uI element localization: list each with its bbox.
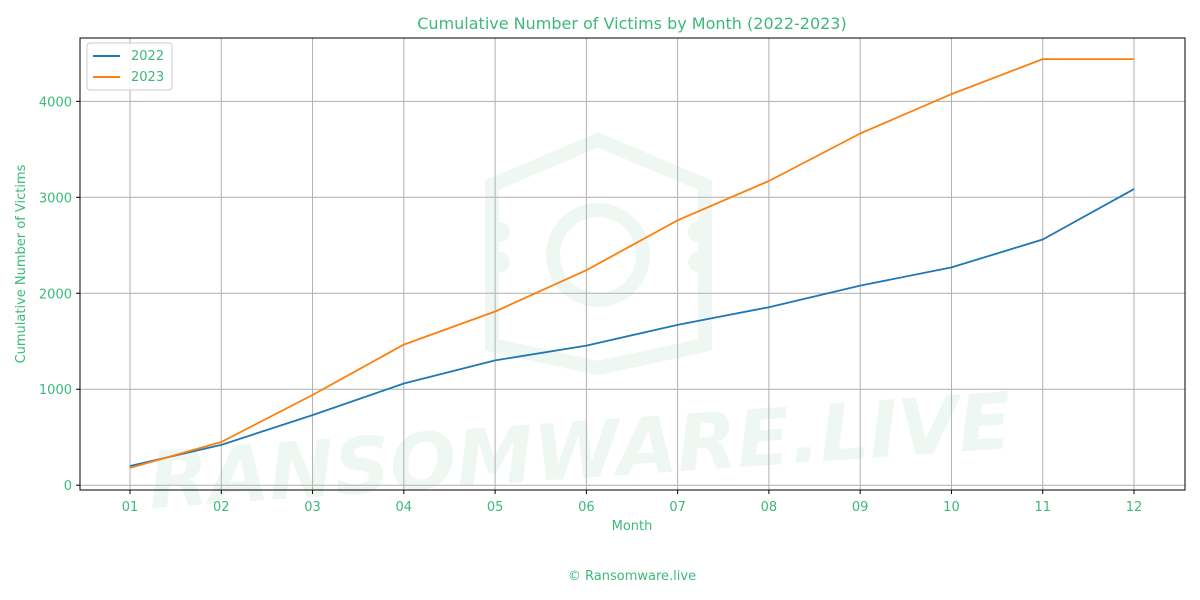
x-tick-label: 12	[1126, 500, 1143, 515]
grid	[80, 38, 1185, 490]
x-tick-label: 01	[122, 500, 139, 515]
y-tick-label: 1000	[39, 383, 72, 398]
plot-area-frame	[79, 37, 1186, 491]
axis-ticks: 01 02 03 04 05 06 07 08 09 10 11 12 0 1000 2000 3000 400…	[39, 95, 1142, 515]
x-tick-label: 04	[396, 500, 413, 515]
x-tick-label: 10	[943, 500, 960, 515]
x-tick-label: 02	[213, 500, 230, 515]
y-tick-label: 3000	[39, 191, 72, 206]
y-tick-label: 2000	[39, 287, 72, 302]
x-axis-label: Month	[612, 519, 653, 534]
y-tick-label: 0	[64, 479, 72, 494]
legend-label-2022: 2022	[131, 49, 164, 64]
x-tick-label: 07	[669, 500, 686, 515]
chart-title: Cumulative Number of Victims by Month (2…	[417, 14, 846, 33]
series-line-2022	[129, 188, 1135, 467]
y-axis-label: Cumulative Number of Victims	[14, 164, 29, 363]
watermark-logo: RANSOMWARE.LIVE	[146, 132, 1015, 527]
x-tick-label: 11	[1034, 500, 1051, 515]
x-tick-label: 09	[852, 500, 869, 515]
x-tick-label: 05	[487, 500, 504, 515]
legend-label-2023: 2023	[131, 70, 164, 85]
x-tick-label: 06	[578, 500, 595, 515]
x-tick-label: 08	[761, 500, 778, 515]
series-line-2023	[129, 58, 1134, 469]
x-tick-label: 03	[304, 500, 321, 515]
legend-box	[86, 42, 173, 91]
footer-copyright: © Ransomware.live	[568, 569, 696, 584]
legend: 2022 2023	[86, 42, 173, 91]
y-tick-label: 4000	[39, 95, 72, 110]
series-lines	[129, 58, 1135, 469]
